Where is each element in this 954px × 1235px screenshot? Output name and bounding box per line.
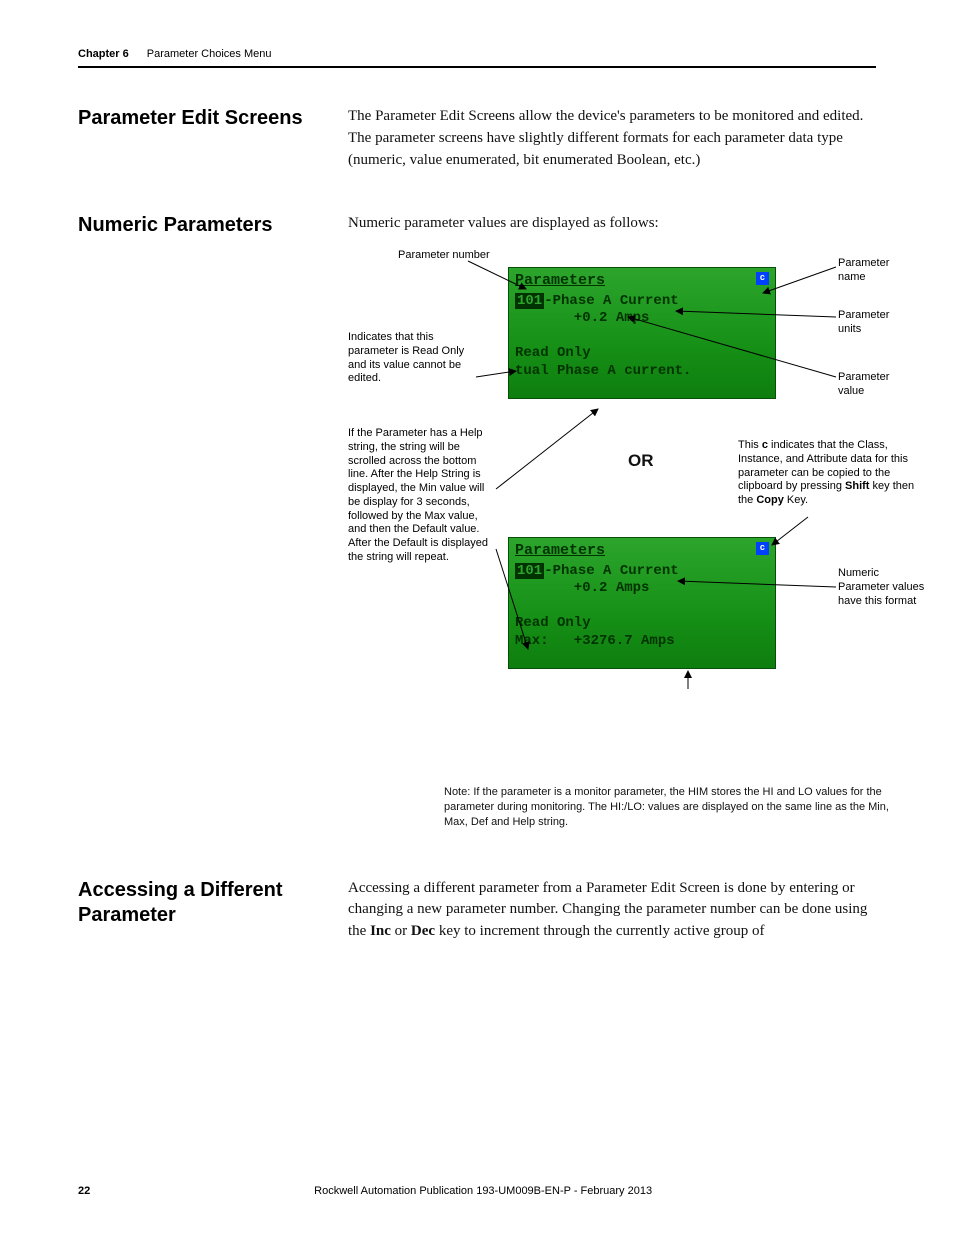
callout-parameter-number: Parameter number	[398, 249, 508, 263]
page-footer: 22 Rockwell Automation Publication 193-U…	[78, 1185, 876, 1197]
accessing-post: key to increment through the currently a…	[435, 923, 764, 939]
lcd2-title: Parameters	[515, 542, 769, 561]
lcd2-line4: Read Only	[515, 615, 769, 633]
lcd1-line1: 101-Phase A Current	[515, 293, 769, 311]
heading-accessing-different-parameter: Accessing a Different Parameter	[78, 878, 348, 943]
intro-numeric-parameters: Numeric parameter values are displayed a…	[348, 213, 948, 235]
lcd1-line5: tual Phase A current.	[515, 363, 769, 381]
callout-c-indicator: This c indicates that the Class, Instanc…	[738, 439, 918, 508]
c-text-shift: Shift	[845, 480, 869, 492]
callout-help-string: If the Parameter has a Help string, the …	[348, 427, 498, 565]
lcd1-c-badge: c	[756, 272, 769, 285]
c-text-pre: This	[738, 439, 762, 451]
lcd2-line1: 101-Phase A Current	[515, 563, 769, 581]
accessing-inc: Inc	[370, 923, 391, 939]
callout-read-only: Indicates that this parameter is Read On…	[348, 331, 478, 386]
page-header: Chapter 6 Parameter Choices Menu	[78, 48, 876, 68]
body-accessing-different-parameter: Accessing a different parameter from a P…	[348, 878, 876, 943]
c-text-end: Key.	[784, 494, 808, 506]
lcd1-line4: Read Only	[515, 345, 769, 363]
body-parameter-edit-screens: The Parameter Edit Screens allow the dev…	[348, 106, 876, 171]
chapter-label: Chapter 6	[78, 48, 129, 60]
or-label: OR	[628, 449, 654, 474]
lcd2-param-num: 101	[515, 563, 544, 579]
numeric-parameter-diagram: Parameter number Indicates that this par…	[348, 249, 948, 779]
lcd-screen-2: Parameters c 101-Phase A Current +0.2 Am…	[508, 537, 776, 669]
section-accessing-different-parameter: Accessing a Different Parameter Accessin…	[78, 878, 876, 943]
lcd2-blank	[515, 598, 769, 616]
lcd2-line2: +0.2 Amps	[515, 580, 769, 598]
section-parameter-edit-screens: Parameter Edit Screens The Parameter Edi…	[78, 106, 876, 171]
diagram-note: Note: If the parameter is a monitor para…	[444, 785, 904, 830]
accessing-dec: Dec	[411, 923, 435, 939]
lcd1-line2: +0.2 Amps	[515, 310, 769, 328]
heading-numeric-parameters: Numeric Parameters	[78, 213, 348, 829]
chapter-title: Parameter Choices Menu	[147, 48, 272, 60]
lcd2-line1-rest: -Phase A Current	[544, 563, 678, 579]
callout-numeric-format: Numeric Parameter values have this forma…	[838, 567, 928, 608]
lcd1-title: Parameters	[515, 272, 769, 291]
lcd1-param-num: 101	[515, 293, 544, 309]
page-number: 22	[78, 1185, 90, 1197]
lcd1-blank	[515, 328, 769, 346]
lcd2-line5: Max: +3276.7 Amps	[515, 633, 769, 651]
section-numeric-parameters: Numeric Parameters Numeric parameter val…	[78, 213, 876, 829]
callout-parameter-units: Parameter units	[838, 309, 908, 337]
callout-parameter-name: Parameter name	[838, 257, 908, 285]
c-text-copy: Copy	[756, 494, 784, 506]
publication-info: Rockwell Automation Publication 193-UM00…	[90, 1185, 876, 1197]
heading-parameter-edit-screens: Parameter Edit Screens	[78, 106, 348, 171]
lcd1-line1-rest: -Phase A Current	[544, 293, 678, 309]
lcd-screen-1: Parameters c 101-Phase A Current +0.2 Am…	[508, 267, 776, 399]
accessing-or: or	[391, 923, 411, 939]
callout-parameter-value: Parameter value	[838, 371, 908, 399]
lcd2-c-badge: c	[756, 542, 769, 555]
